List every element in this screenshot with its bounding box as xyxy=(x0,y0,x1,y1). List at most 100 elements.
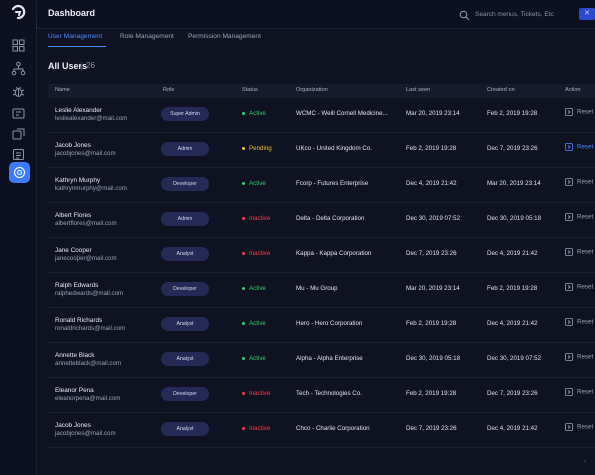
grid-icon[interactable] xyxy=(11,38,26,53)
user-email: janecooper@mail.com xyxy=(55,255,117,262)
reset-button[interactable]: Reset xyxy=(565,108,593,116)
status-dot-icon xyxy=(242,251,245,255)
user-name: Annette Black xyxy=(55,352,95,359)
table-row[interactable]: Kathryn Murphy kathrynmurphy@mail.com Deve… xyxy=(48,168,595,203)
user-name: Jane Cooper xyxy=(55,247,92,254)
organization: Chco - Charlie Corporation xyxy=(296,425,370,432)
top-bar: Dashboard ✕ xyxy=(37,0,595,29)
last-seen: Dec 30, 2019 07:52 xyxy=(406,215,461,222)
reset-icon xyxy=(565,388,573,396)
sidebar-item-active[interactable] xyxy=(9,162,30,183)
user-email: ronaldrichards@mail.com xyxy=(55,325,126,332)
last-seen: Feb 2, 2019 19:28 xyxy=(406,390,457,397)
organization: Mu - Mu Group xyxy=(296,285,338,292)
column-header-organization[interactable]: Organization xyxy=(296,87,328,93)
reset-button[interactable]: Reset xyxy=(565,388,593,396)
status-label: Pending xyxy=(249,145,272,152)
status-dot-icon xyxy=(242,286,245,290)
table-row[interactable]: Jane Cooper janecooper@mail.com Analyst Ina… xyxy=(48,238,595,273)
last-seen: Dec 30, 2019 05:18 xyxy=(406,355,461,362)
reset-button[interactable]: Reset xyxy=(565,423,593,431)
hierarchy-icon[interactable] xyxy=(11,61,26,76)
ticket-icon[interactable] xyxy=(11,106,26,121)
reset-label: Reset xyxy=(577,318,594,326)
column-header-status[interactable]: Status xyxy=(242,87,258,93)
column-header-name[interactable]: Name xyxy=(55,87,70,93)
reset-icon xyxy=(565,213,573,221)
organization: Delta - Delta Corporation xyxy=(296,215,365,222)
last-seen: Mar 20, 2019 23:14 xyxy=(406,110,460,117)
created-on: Feb 2, 2019 19:28 xyxy=(487,110,538,117)
table-row[interactable]: Leslie Alexander lesliealexander@mail.com… xyxy=(48,98,595,133)
tab-user-management[interactable]: User Management xyxy=(48,33,103,40)
user-email: kathrynmurphy@mail.com xyxy=(55,185,127,192)
table-row[interactable]: Albert Flores albertflores@mail.com Admin I… xyxy=(48,203,595,238)
status-badge: Inactive xyxy=(242,425,270,432)
user-name: Eleanor Pena xyxy=(55,387,94,394)
table-row[interactable]: Jacob Jones jacobjones@mail.com Analyst Ina… xyxy=(48,413,595,448)
tab-role-management[interactable]: Role Management xyxy=(120,33,174,40)
role-badge: Admin xyxy=(161,212,209,226)
reset-button[interactable]: Reset xyxy=(565,248,593,256)
search-input[interactable] xyxy=(475,6,575,22)
search-box[interactable]: ✕ xyxy=(459,6,595,22)
table-row[interactable]: Jacob Jones jacobjones@mail.com Admin Pendi… xyxy=(48,133,595,168)
last-seen: Dec 7, 2019 23:26 xyxy=(406,425,457,432)
role-badge: Super Admin xyxy=(161,107,209,121)
status-badge: Active xyxy=(242,285,266,292)
column-header-role[interactable]: Role xyxy=(163,87,175,93)
user-email: eleanorpena@mail.com xyxy=(55,395,121,402)
user-name: Kathryn Murphy xyxy=(55,177,101,184)
status-badge: Inactive xyxy=(242,250,270,257)
last-seen: Dec 7, 2019 23:26 xyxy=(406,250,457,257)
table-row[interactable]: Annette Black annetteblack@mail.com Analys… xyxy=(48,343,595,378)
created-on: Mar 20, 2019 23:14 xyxy=(487,180,541,187)
bug-icon[interactable] xyxy=(11,84,26,99)
list-icon[interactable] xyxy=(11,147,26,162)
status-label: Inactive xyxy=(249,390,271,397)
reset-icon xyxy=(565,353,573,361)
user-email: lesliealexander@mail.com xyxy=(55,115,128,122)
reset-icon xyxy=(565,178,573,186)
organization: WCMC - Weill Cornell Medicine... xyxy=(296,110,388,117)
last-seen: Dec 4, 2019 21:42 xyxy=(406,180,457,187)
reset-button[interactable]: Reset xyxy=(565,318,593,326)
last-seen: Feb 2, 2019 19:28 xyxy=(406,320,457,327)
reset-button[interactable]: Reset xyxy=(565,178,593,186)
created-on: Dec 7, 2019 23:26 xyxy=(487,145,538,152)
status-dot-icon xyxy=(242,111,245,115)
table-row[interactable]: Ronald Richards ronaldrichards@mail.com An… xyxy=(48,308,595,343)
created-on: Dec 4, 2019 21:42 xyxy=(487,320,538,327)
logo-icon[interactable] xyxy=(9,3,27,21)
last-seen: Mar 20, 2019 23:14 xyxy=(406,285,460,292)
tab-underline xyxy=(48,46,106,47)
status-label: Active xyxy=(249,285,266,292)
status-label: Inactive xyxy=(249,250,271,257)
table-row[interactable]: Ralph Edwards ralphedwards@mail.com Develo… xyxy=(48,273,595,308)
tag-icon[interactable] xyxy=(11,127,26,142)
reset-label: Reset xyxy=(577,143,594,151)
table-row[interactable]: Eleanor Pena eleanorpena@mail.com Develope… xyxy=(48,378,595,413)
column-header-created-on[interactable]: Created on xyxy=(487,87,515,93)
users-count: 26 xyxy=(86,61,95,70)
reset-button[interactable]: Reset xyxy=(565,143,593,151)
user-name: Ronald Richards xyxy=(55,317,103,324)
column-header-last-seen[interactable]: Last seen xyxy=(406,87,431,93)
reset-button[interactable]: Reset xyxy=(565,353,593,361)
status-dot-icon xyxy=(242,146,245,150)
status-label: Inactive xyxy=(249,425,271,432)
status-dot-icon xyxy=(242,391,245,395)
user-name: Albert Flores xyxy=(55,212,92,219)
reset-label: Reset xyxy=(577,388,594,396)
reset-button[interactable]: Reset xyxy=(565,213,593,221)
reset-button[interactable]: Reset xyxy=(565,283,593,291)
tab-permission-management[interactable]: Permission Management xyxy=(188,33,261,40)
organization: Kappa - Kappa Corporation xyxy=(296,250,372,257)
close-icon[interactable]: ✕ xyxy=(579,8,595,20)
organization: Alpha - Alpha Enterprise xyxy=(296,355,363,362)
status-label: Inactive xyxy=(249,215,271,222)
settings-icon[interactable] xyxy=(12,165,27,180)
created-on: Dec 4, 2019 21:42 xyxy=(487,250,538,257)
role-badge: Developer xyxy=(161,387,209,401)
status-dot-icon xyxy=(242,356,245,360)
